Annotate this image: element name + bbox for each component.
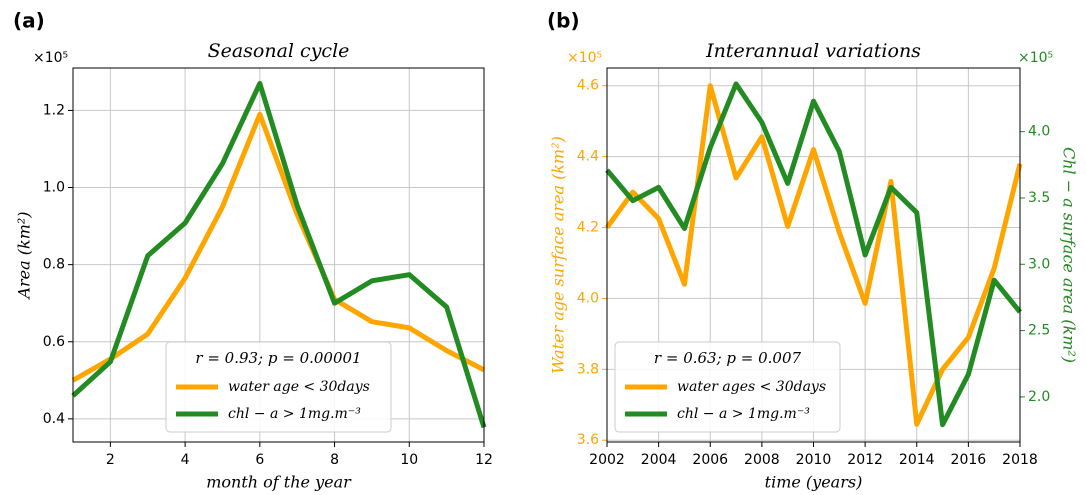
y-tick-label: 1.0 (43, 180, 65, 196)
y-tick-label: 3.6 (577, 432, 599, 448)
y2-tick-label: 3.5 (1028, 190, 1050, 206)
x-tick-label: 2014 (899, 452, 935, 468)
legend-label: chl − a > 1mg.m⁻³ (228, 406, 361, 422)
legend-box (165, 341, 392, 433)
y-tick-label: 4.0 (577, 290, 599, 306)
x-tick-label: 2010 (796, 452, 832, 468)
x-tick-label: 2002 (589, 452, 625, 468)
y-tick-label: 1.2 (43, 102, 65, 118)
y-tick-label: 0.6 (43, 334, 65, 350)
x-tick-label: 2018 (1002, 452, 1038, 468)
y-axis-label: Water age surface area (km²) (549, 136, 568, 374)
y2-tick-label: 3.0 (1028, 256, 1050, 272)
panel-label: (b) (547, 9, 580, 33)
y2-tick-label: 2.5 (1028, 323, 1050, 339)
x-tick-label: 10 (400, 452, 418, 468)
data-line (71, 111, 486, 383)
y-axis-label: Area (km²) (15, 211, 34, 300)
plot-frame (606, 67, 1021, 443)
y2-offset-label: ×10⁵ (1018, 50, 1053, 66)
legend-label: water age < 30days (228, 379, 370, 395)
x-tick-label: 2016 (951, 452, 987, 468)
y-tick-label: 4.2 (577, 220, 599, 236)
data-line (71, 80, 487, 429)
legend-box (614, 341, 841, 433)
y-tick-label: 0.4 (43, 411, 65, 427)
y2-tick-label: 2.0 (1028, 389, 1050, 405)
x-tick-label: 2006 (692, 452, 728, 468)
x-tick-label: 2012 (847, 452, 883, 468)
x-axis-label: time (years) (765, 473, 863, 492)
legend-label: chl − a > 1mg.m⁻³ (677, 406, 810, 422)
x-tick-label: 2004 (641, 452, 677, 468)
legend-label: water ages < 30days (677, 379, 826, 395)
plot-frame (72, 67, 485, 443)
y-tick-label: 4.6 (577, 78, 599, 94)
offset-label: ×10⁵ (33, 50, 68, 66)
y-tick-label: 3.8 (577, 361, 599, 377)
panel-label: (a) (13, 9, 45, 33)
y2-axis-label: Chl − a surface area (km²) (1060, 147, 1079, 363)
x-axis-label: month of the year (206, 473, 352, 492)
chart-title: Seasonal cycle (208, 40, 350, 62)
data-line (605, 81, 1022, 428)
x-tick-label: 2008 (744, 452, 780, 468)
y-tick-label: 4.4 (577, 149, 599, 165)
legend-title: r = 0.63; p = 0.007 (654, 349, 802, 367)
x-tick-label: 8 (330, 452, 339, 468)
y2-tick-label: 4.0 (1028, 124, 1050, 140)
x-tick-label: 4 (181, 452, 190, 468)
offset-label: ×10⁵ (567, 50, 602, 66)
y-tick-label: 0.8 (43, 257, 65, 273)
x-tick-label: 2 (106, 452, 115, 468)
data-line (604, 83, 1023, 427)
x-tick-label: 12 (475, 452, 493, 468)
x-tick-label: 6 (255, 452, 264, 468)
chart-title: Interannual variations (705, 40, 921, 62)
legend-title: r = 0.93; p = 0.00001 (195, 349, 361, 367)
